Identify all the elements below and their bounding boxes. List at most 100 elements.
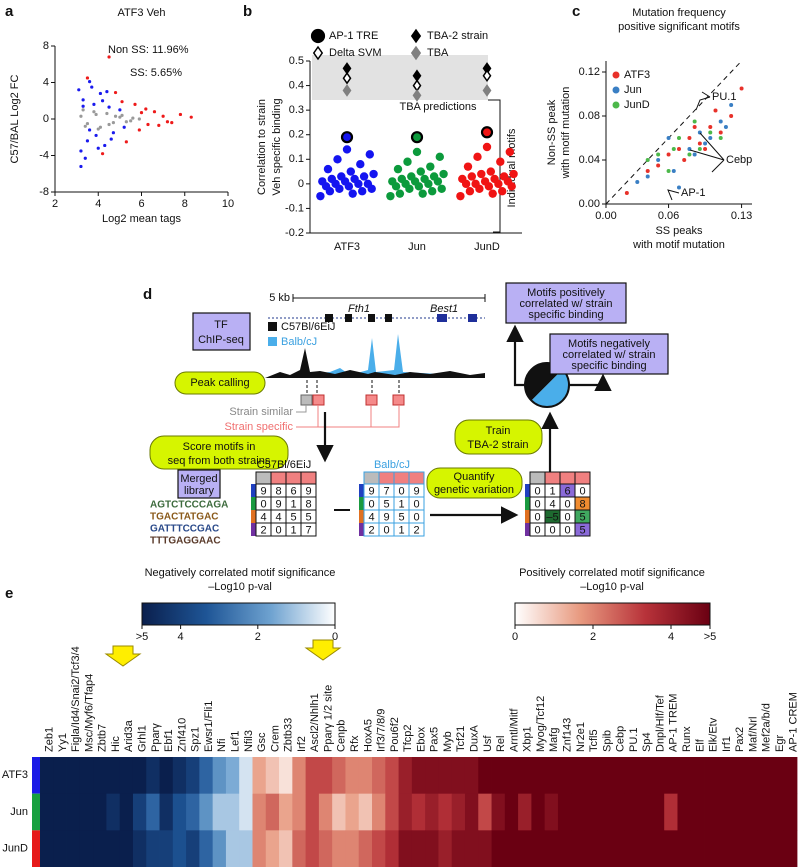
point — [137, 117, 141, 121]
point — [144, 107, 148, 111]
legend-label: Jun — [624, 84, 642, 96]
box-text: genetic variation — [434, 484, 514, 496]
legend-swatch — [268, 322, 277, 331]
heat-cell — [664, 757, 678, 795]
point — [718, 130, 723, 135]
heat-cell — [186, 757, 200, 795]
bracket — [488, 99, 501, 233]
point — [189, 115, 193, 119]
motif-logo: TTTGAGGAAC — [150, 536, 221, 547]
motif-point — [499, 172, 509, 181]
motif-point — [477, 169, 486, 179]
point — [671, 147, 676, 151]
panel-label: b — [243, 3, 252, 20]
y-axis-label: Correlation to strain — [256, 99, 268, 195]
y-tick-label: -0.2 — [285, 227, 304, 239]
colorbar-tick-label: 4 — [178, 631, 184, 643]
annotation: Cebp — [726, 154, 752, 166]
heat-cell — [305, 793, 320, 831]
matrix-value: 1 — [290, 524, 296, 536]
box-text: library — [184, 485, 214, 497]
heat-cell — [743, 793, 758, 831]
point — [692, 152, 697, 157]
heat-cell — [385, 757, 399, 795]
matrix-value: 6 — [564, 485, 570, 497]
heat-cell — [571, 830, 585, 867]
column-label: Msc/Myf6/Tfap4 — [83, 674, 95, 752]
heat-cell — [252, 793, 267, 831]
point — [152, 110, 157, 114]
point — [687, 136, 692, 140]
point — [146, 122, 150, 127]
step-box — [454, 419, 543, 455]
y-axis-label: C57/BAL Log2 FC — [9, 75, 21, 164]
heat-cell — [478, 830, 492, 867]
matrix-value: 2 — [260, 524, 266, 536]
x-tick-label: 0.06 — [658, 210, 679, 222]
legend-label: TBA-2 strain — [427, 30, 488, 42]
heat-cell — [557, 830, 572, 867]
matrix-value: 5 — [383, 498, 389, 510]
motif-point — [403, 157, 412, 166]
point — [107, 122, 111, 127]
matrix-value: 5 — [305, 511, 311, 523]
motif-point — [480, 177, 490, 186]
point — [107, 55, 111, 59]
heat-cell — [544, 757, 559, 795]
gene-label: Best1 — [430, 303, 458, 315]
motif-point — [337, 172, 346, 181]
motif-point — [316, 191, 325, 201]
marker — [412, 89, 422, 102]
annotation: PU.1 — [712, 91, 736, 103]
column-label: Tfcp2 — [402, 724, 414, 752]
matrix-label: C57Bl/6EiJ — [257, 459, 311, 471]
heat-cell — [451, 830, 466, 867]
heat-cell — [730, 793, 745, 831]
heat-cell — [318, 757, 333, 795]
heat-cell — [225, 830, 240, 867]
prediction-band — [312, 55, 488, 100]
column-label: Myog/Tcf12 — [535, 696, 547, 752]
colorbar-tick-label: >5 — [136, 631, 149, 643]
motif-point — [323, 164, 333, 174]
box-text: TF — [214, 319, 228, 331]
matrix-value: 9 — [383, 511, 389, 523]
legend-label: Delta SVM — [329, 47, 382, 59]
scale-bar — [292, 294, 486, 302]
motif-point — [490, 174, 499, 184]
column-label: Znf410 — [176, 718, 188, 752]
column-label: Usf — [482, 735, 494, 752]
heat-cell — [40, 757, 54, 795]
point — [79, 164, 83, 169]
point — [79, 149, 83, 153]
point — [677, 147, 681, 151]
box-text: Quantify — [454, 471, 495, 483]
heat-cell — [757, 793, 771, 831]
point — [124, 120, 128, 124]
column-label: Rel — [495, 735, 507, 752]
model-half — [531, 369, 570, 408]
column-label: Pparγ — [150, 723, 162, 752]
heat-cell — [717, 757, 731, 795]
box-text: Motifs negatively — [568, 338, 650, 350]
point — [666, 152, 671, 157]
point — [713, 108, 718, 113]
motif-point — [463, 162, 473, 171]
y-tick-label: -4 — [39, 149, 49, 161]
heat-cell — [783, 757, 798, 795]
x-tick-label: 0.00 — [595, 210, 616, 222]
legend-marker — [612, 86, 620, 94]
matrix-value: 7 — [305, 524, 311, 536]
chart-title: positive significant motifs — [618, 21, 740, 33]
heat-cell — [637, 830, 652, 867]
peak-box — [300, 394, 313, 406]
column-label: Dnpl/Hlf/Tef — [654, 694, 666, 752]
heat-cell — [717, 830, 731, 867]
callout — [689, 132, 725, 173]
motif-point — [346, 167, 355, 176]
point — [88, 79, 92, 84]
matrix-value: 0 — [413, 511, 419, 523]
panel-d: d 5 kb Fth1 Best1 TF ChIP-seq C57Bl/6EiJ… — [143, 282, 669, 547]
heat-cell — [398, 830, 413, 867]
legend-marker — [310, 28, 326, 44]
